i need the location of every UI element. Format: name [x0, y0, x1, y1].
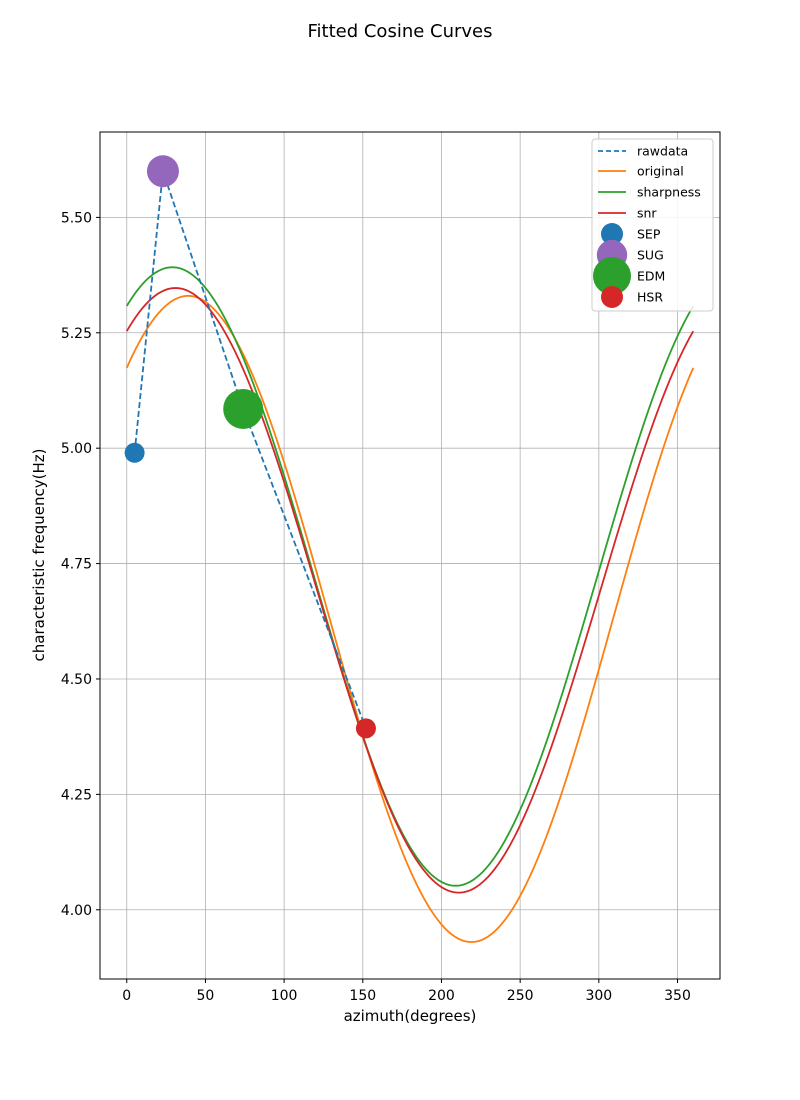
point-SEP — [124, 442, 145, 463]
legend-swatch-HSR — [601, 286, 623, 308]
legend-label-SEP: SEP — [637, 227, 661, 242]
legend-label-SUG: SUG — [637, 248, 664, 263]
plot-frame — [99, 131, 721, 980]
y-tick-label: 4.75 — [61, 557, 92, 573]
chart-title: Fitted Cosine Curves — [307, 21, 492, 42]
fitted-curve-sharpness — [125, 266, 695, 887]
grid — [100, 132, 720, 979]
legend-label-original: original — [637, 164, 684, 179]
fitted-curve-original — [125, 295, 695, 943]
x-tick-label: 350 — [664, 988, 691, 1004]
x-axis-label: azimuth(degrees) — [344, 1007, 477, 1025]
x-tick-label: 50 — [197, 988, 215, 1004]
point-SUG — [146, 155, 179, 188]
x-tick-label: 300 — [585, 988, 612, 1004]
legend-label-EDM: EDM — [637, 269, 665, 284]
legend-label-rawdata: rawdata — [637, 144, 688, 159]
x-tick-label: 250 — [507, 988, 534, 1004]
legend-label-HSR: HSR — [637, 290, 663, 305]
legend: rawdata original sharpness snr SEP SUG EDM HSR — [591, 138, 714, 312]
y-axis-ticks: 4.00 4.25 4.50 4.75 5.00 5.25 5.50 — [61, 210, 100, 919]
raw-data-series — [133, 170, 367, 729]
legend-label-sharpness: sharpness — [637, 185, 701, 200]
x-axis-ticks: 0 50 100 150 200 250 300 350 — [122, 979, 691, 1004]
y-axis-label: characteristic frequency(Hz) — [30, 449, 48, 662]
legend-swatch-SEP — [601, 223, 623, 245]
y-tick-label: 5.25 — [61, 326, 92, 342]
y-tick-label: 4.50 — [61, 672, 92, 688]
legend-swatch-EDM — [593, 257, 631, 295]
point-EDM — [223, 388, 264, 429]
legend-label-snr: snr — [637, 206, 657, 221]
y-tick-label: 5.00 — [61, 441, 92, 457]
y-tick-label: 5.50 — [61, 210, 92, 226]
x-tick-label: 100 — [271, 988, 298, 1004]
x-tick-label: 150 — [349, 988, 376, 1004]
point-HSR — [355, 718, 376, 739]
scatter-points — [124, 155, 376, 739]
y-tick-label: 4.25 — [61, 787, 92, 803]
rawdata-line — [133, 170, 367, 729]
y-tick-label: 4.00 — [61, 903, 92, 919]
x-tick-label: 0 — [122, 988, 131, 1004]
x-tick-label: 200 — [428, 988, 455, 1004]
fitted-curve-snr — [125, 287, 695, 894]
fitted-curves — [125, 266, 695, 943]
